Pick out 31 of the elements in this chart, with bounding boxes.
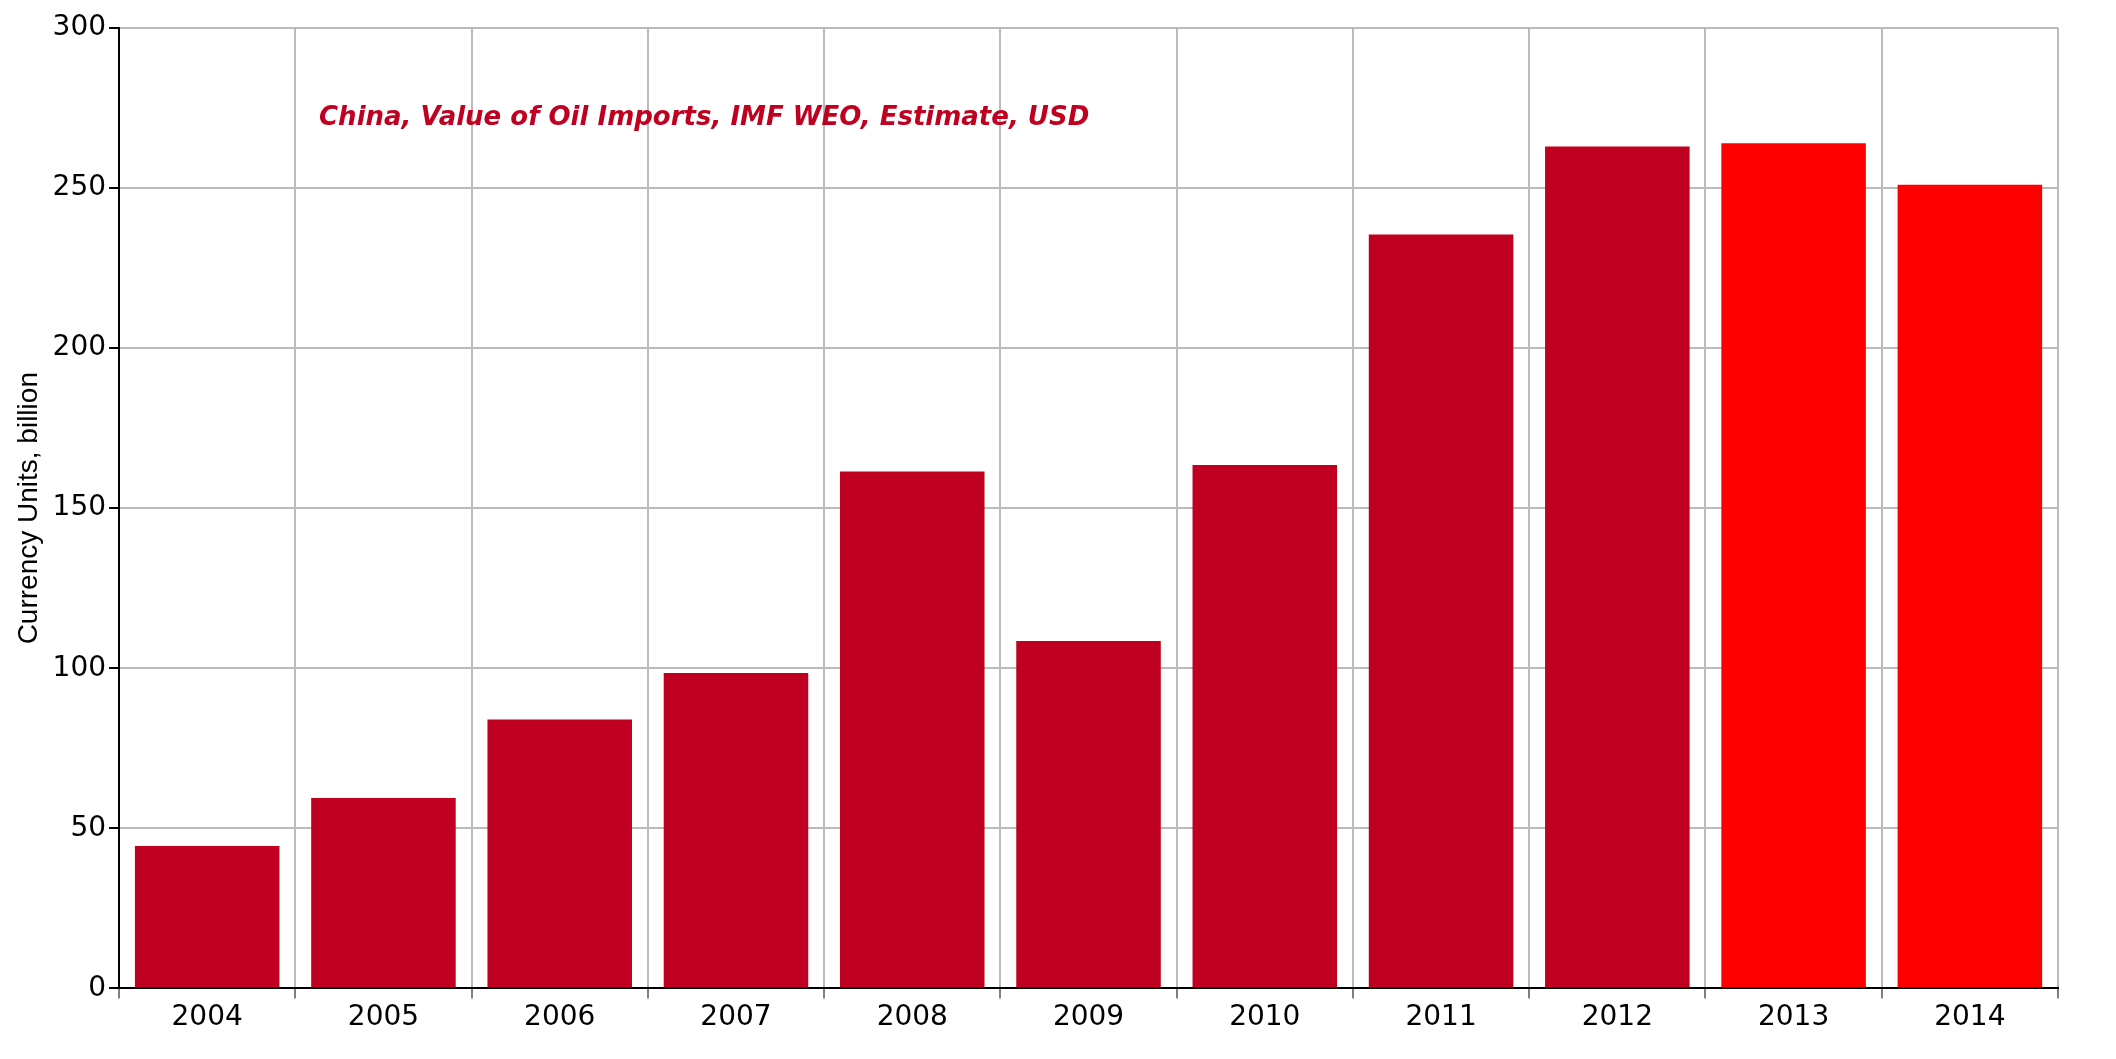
x-tick-label: 2006 [524, 999, 596, 1033]
x-tick-label: 2004 [171, 999, 243, 1033]
bar [134, 845, 280, 988]
x-tick-label: 2013 [1757, 999, 1830, 1033]
x-tick-label: 2011 [1405, 999, 1477, 1033]
y-axis-title: Currency Units, billion [11, 372, 43, 645]
y-tick-label: 0 [88, 969, 107, 1003]
bar [311, 797, 456, 988]
x-tick-label: 2008 [876, 999, 948, 1033]
x-tick-label: 2007 [700, 999, 772, 1033]
x-tick-label: 2014 [1934, 999, 2006, 1033]
bar [1192, 464, 1338, 988]
x-tick-label: 2009 [1052, 999, 1125, 1033]
bar [1368, 234, 1514, 988]
bar [487, 719, 632, 988]
x-tick-label: 2005 [347, 999, 420, 1033]
y-tick-label: 50 [70, 809, 107, 843]
y-tick-label: 250 [52, 169, 107, 203]
bar [839, 471, 985, 988]
y-tick-label: 150 [52, 489, 107, 523]
y-tick-label: 100 [52, 649, 107, 683]
y-tick-label: 200 [52, 329, 107, 363]
bar [1721, 143, 1866, 988]
bar [663, 673, 809, 988]
bar [1545, 146, 1690, 988]
text: China, Value of Oil Imports, IMF WEO, Estimate, USD [319, 100, 1090, 131]
y-tick-label: 300 [52, 9, 107, 43]
x-tick-label: 2010 [1229, 999, 1301, 1033]
x-tick-label: 2012 [1581, 999, 1653, 1033]
bar [1016, 641, 1161, 988]
bar [1897, 184, 2043, 988]
